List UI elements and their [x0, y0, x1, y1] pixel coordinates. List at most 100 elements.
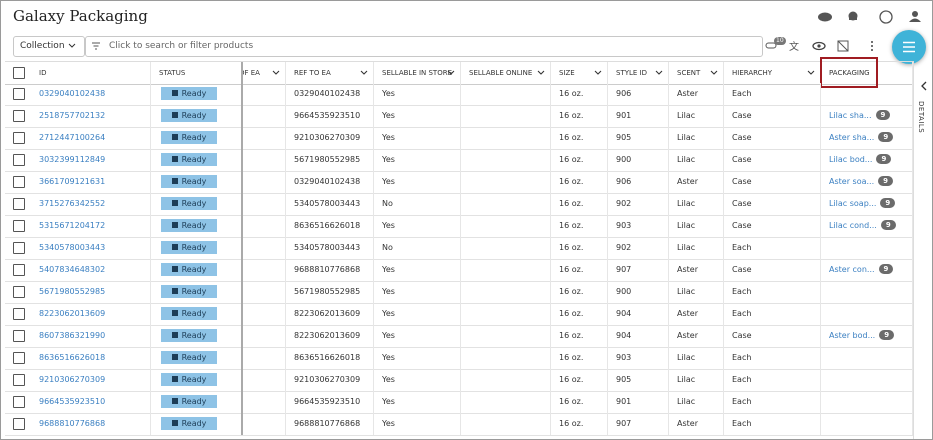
table-row[interactable]: 8223062013609 Ready 8223062013609 Yes 16 oz.… [5, 303, 913, 326]
column-header[interactable]: ID [31, 62, 151, 84]
cell-text: Aster [677, 177, 698, 186]
status-text: Ready [181, 221, 207, 230]
table-row[interactable]: 9210306270309 Ready 9210306270309 Yes 16 oz.… [5, 369, 913, 392]
table-row[interactable]: 5340578003443 Ready 5340578003443 No 16 oz. 9… [5, 237, 913, 260]
collection-select[interactable]: Collection [13, 36, 85, 57]
column-header[interactable]: REF TO EA [286, 62, 374, 84]
search-box[interactable]: Click to search or filter products [85, 36, 763, 57]
cell-text: Case [732, 265, 752, 274]
column-header[interactable]: HIERARCHY [724, 62, 821, 84]
status-text: Ready [181, 111, 207, 120]
table-cell: 0329040102438 [286, 171, 374, 193]
row-checkbox[interactable] [13, 176, 25, 188]
packaging-count: 9 [878, 132, 894, 142]
packaging-link[interactable]: Aster sha... [829, 133, 875, 142]
packaging-count: 9 [878, 264, 894, 274]
table-row[interactable]: 2712447100264 Ready 9210306270309 Yes 16 oz.… [5, 127, 913, 150]
product-id-link[interactable]: 2712447100264 [39, 133, 106, 142]
column-header[interactable]: PACKAGING [821, 62, 913, 84]
table-cell [821, 369, 913, 391]
column-header[interactable]: SIZE [551, 62, 608, 84]
row-checkbox[interactable] [13, 352, 25, 364]
table-cell: Lilac [669, 347, 724, 369]
row-checkbox[interactable] [13, 220, 25, 232]
row-checkbox[interactable] [13, 374, 25, 386]
product-id-link[interactable]: 5407834648302 [39, 265, 106, 274]
column-header[interactable]: STYLE ID [608, 62, 669, 84]
table-cell: 5315671204172 [31, 215, 151, 237]
table-row[interactable]: 9688810776868 Ready 9688810776868 Yes 16 oz.… [5, 413, 913, 436]
column-header[interactable]: SELLABLE ONLINE [461, 62, 551, 84]
column-header[interactable]: STATUS [151, 62, 243, 84]
cell-text: 0329040102438 [294, 177, 361, 186]
product-id-link[interactable]: 9664535923510 [39, 397, 106, 406]
product-id-link[interactable]: 5340578003443 [39, 243, 106, 252]
table-row[interactable]: 5671980552985 Ready 5671980552985 Yes 16 oz.… [5, 281, 913, 304]
product-id-link[interactable]: 8607386321990 [39, 331, 106, 340]
table-row[interactable]: 8607386321990 Ready 8223062013609 Yes 16 oz.… [5, 325, 913, 348]
table-cell: 9664535923510 [286, 105, 374, 127]
table-cell: Yes [374, 171, 461, 193]
table-cell: 16 oz. [551, 127, 608, 149]
product-id-link[interactable]: 8636516626018 [39, 353, 106, 362]
product-id-link[interactable]: 5671980552985 [39, 287, 106, 296]
table-cell [821, 303, 913, 325]
column-header[interactable]: OF EA [243, 62, 286, 84]
header-checkbox[interactable] [13, 67, 25, 79]
cell-text: Yes [382, 265, 395, 274]
row-checkbox[interactable] [13, 396, 25, 408]
table-row[interactable]: 3032399112849 Ready 5671980552985 Yes 16 oz.… [5, 149, 913, 172]
packaging-link[interactable]: Aster soa... [829, 177, 875, 186]
table-cell: 9210306270309 [31, 369, 151, 391]
row-checkbox[interactable] [13, 330, 25, 342]
product-id-link[interactable]: 9688810776868 [39, 419, 106, 428]
cell-text: Case [732, 155, 752, 164]
table-cell: Lilac [669, 237, 724, 259]
row-checkbox[interactable] [13, 286, 25, 298]
product-id-link[interactable]: 3715276342552 [39, 199, 106, 208]
row-checkbox[interactable] [13, 308, 25, 320]
cell-text: 907 [616, 419, 632, 428]
packaging-link[interactable]: Lilac cond... [829, 221, 877, 230]
cell-text: Case [732, 133, 752, 142]
row-checkbox[interactable] [13, 242, 25, 254]
product-id-link[interactable]: 5315671204172 [39, 221, 106, 230]
cell-text: Yes [382, 177, 395, 186]
packaging-link[interactable]: Lilac sha... [829, 111, 872, 120]
row-checkbox[interactable] [13, 110, 25, 122]
table-row[interactable]: 3715276342552 Ready 5340578003443 No 16 oz. 9… [5, 193, 913, 216]
table-row[interactable]: 2518757702132 Ready 9664535923510 Yes 16 oz.… [5, 105, 913, 128]
column-header[interactable]: SCENT [669, 62, 724, 84]
row-checkbox[interactable] [13, 88, 25, 100]
row-checkbox[interactable] [13, 198, 25, 210]
packaging-link[interactable]: Aster con... [829, 265, 875, 274]
table-row[interactable]: 5315671204172 Ready 8636516626018 Yes 16 oz.… [5, 215, 913, 238]
cell-text: 9210306270309 [294, 133, 361, 142]
product-id-link[interactable]: 2518757702132 [39, 111, 106, 120]
table-cell [461, 193, 551, 215]
table-row[interactable]: 0329040102438 Ready 0329040102438 Yes 16 oz.… [5, 83, 913, 106]
row-checkbox[interactable] [13, 154, 25, 166]
column-header[interactable]: SELLABLE IN STORE [374, 62, 461, 84]
row-checkbox[interactable] [13, 264, 25, 276]
menu-button[interactable] [892, 30, 926, 64]
row-checkbox[interactable] [13, 132, 25, 144]
product-id-link[interactable]: 3661709121631 [39, 177, 106, 186]
row-checkbox[interactable] [13, 418, 25, 430]
packaging-link[interactable]: Lilac bod... [829, 155, 873, 164]
product-id-link[interactable]: 9210306270309 [39, 375, 106, 384]
table-row[interactable]: 9664535923510 Ready 9664535923510 Yes 16 oz.… [5, 391, 913, 414]
packaging-link[interactable]: Aster bod... [829, 331, 876, 340]
table-row[interactable]: 5407834648302 Ready 9688810776868 Yes 16 oz.… [5, 259, 913, 282]
packaging-link[interactable]: Lilac soap... [829, 199, 877, 208]
details-panel[interactable]: DETAILS [913, 61, 932, 439]
product-id-link[interactable]: 8223062013609 [39, 309, 106, 318]
table-row[interactable]: 8636516626018 Ready 8636516626018 Yes 16 oz.… [5, 347, 913, 370]
table-row[interactable]: 3661709121631 Ready 0329040102438 Yes 16 oz.… [5, 171, 913, 194]
table-cell: Case [724, 215, 821, 237]
table-cell: 5340578003443 [286, 193, 374, 215]
cell-text: 16 oz. [559, 375, 584, 384]
cell-text: Case [732, 331, 752, 340]
product-id-link[interactable]: 0329040102438 [39, 89, 106, 98]
product-id-link[interactable]: 3032399112849 [39, 155, 106, 164]
